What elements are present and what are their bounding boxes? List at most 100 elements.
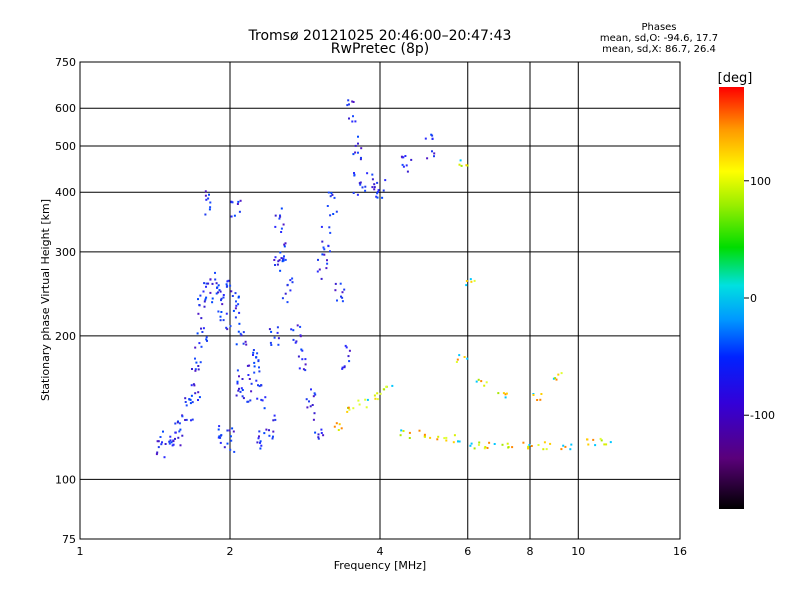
- data-point: [278, 259, 281, 262]
- data-point: [314, 431, 317, 434]
- y-tick-labels: 75 100 200 300 400 500 600 750: [55, 56, 76, 546]
- data-point: [217, 310, 220, 313]
- data-point: [443, 437, 446, 440]
- data-point: [423, 433, 426, 436]
- data-point: [219, 319, 222, 322]
- x-tick-label: 4: [377, 545, 384, 558]
- data-point: [201, 331, 204, 333]
- y-tick-label: 600: [55, 102, 76, 115]
- data-point: [426, 157, 429, 160]
- data-point: [209, 206, 212, 209]
- data-point: [272, 435, 274, 438]
- data-point: [507, 446, 510, 449]
- data-point: [237, 389, 240, 392]
- data-point: [552, 377, 555, 380]
- data-point: [466, 164, 469, 167]
- data-point: [215, 292, 218, 295]
- data-point: [253, 371, 256, 374]
- data-point: [241, 378, 244, 380]
- data-point: [326, 262, 329, 265]
- data-point: [346, 410, 349, 413]
- data-point: [238, 322, 241, 325]
- data-point: [376, 392, 379, 395]
- data-point: [329, 214, 332, 217]
- data-point: [219, 290, 222, 293]
- data-point: [218, 425, 221, 428]
- data-point: [384, 179, 387, 182]
- data-point: [463, 356, 466, 358]
- data-point: [543, 441, 546, 444]
- data-point: [226, 429, 229, 432]
- data-point: [322, 434, 325, 437]
- data-point: [240, 387, 243, 390]
- data-point: [486, 447, 489, 449]
- data-point: [250, 390, 253, 393]
- data-point: [528, 444, 531, 446]
- data-point: [236, 369, 239, 372]
- data-point: [555, 378, 558, 381]
- data-point: [252, 354, 254, 356]
- data-point: [402, 165, 405, 168]
- data-point: [184, 401, 187, 403]
- data-point: [359, 183, 362, 186]
- data-point: [308, 400, 310, 403]
- data-point: [233, 450, 236, 453]
- data-point: [215, 282, 218, 285]
- data-point: [250, 382, 253, 385]
- data-point: [197, 391, 200, 394]
- data-point: [586, 438, 588, 441]
- data-point: [294, 341, 297, 344]
- data-point: [283, 245, 286, 248]
- data-point: [327, 244, 330, 247]
- data-point: [264, 396, 267, 399]
- data-point: [205, 336, 208, 339]
- data-point: [493, 443, 496, 445]
- data-point: [218, 435, 221, 438]
- data-point: [209, 278, 212, 281]
- phase-stats-box: Phases mean, sd,O: -94.6, 17.7 mean, sd,…: [595, 22, 723, 55]
- data-point: [356, 193, 359, 196]
- data-point: [351, 100, 354, 103]
- data-point: [162, 430, 164, 433]
- data-point: [232, 309, 235, 312]
- data-point: [207, 282, 210, 285]
- data-point: [190, 384, 193, 387]
- data-point: [225, 312, 228, 315]
- data-point: [470, 442, 473, 445]
- data-point: [241, 395, 244, 398]
- data-point: [317, 436, 320, 439]
- data-point: [199, 361, 202, 364]
- y-tick-label: 75: [62, 533, 76, 546]
- data-point: [184, 419, 187, 421]
- data-point: [364, 185, 367, 188]
- data-point: [276, 263, 279, 266]
- data-point: [242, 397, 245, 400]
- data-point: [477, 443, 480, 446]
- data-point: [230, 439, 233, 442]
- data-point: [234, 316, 237, 319]
- y-axis-label: Stationary phase Virtual Height [km]: [39, 199, 52, 401]
- data-point: [229, 284, 232, 287]
- data-point: [193, 384, 196, 387]
- data-point: [504, 396, 507, 399]
- data-point: [255, 379, 258, 382]
- data-point: [299, 325, 302, 328]
- data-point: [277, 343, 280, 346]
- data-point: [233, 214, 236, 217]
- data-point: [329, 250, 331, 253]
- data-point: [219, 315, 222, 318]
- data-point: [280, 231, 283, 233]
- data-point: [325, 267, 328, 270]
- data-point: [181, 415, 184, 418]
- data-point: [321, 253, 324, 256]
- x-tick-label: 8: [527, 545, 534, 558]
- data-point: [197, 312, 200, 315]
- data-point: [253, 361, 256, 364]
- data-point: [217, 428, 220, 431]
- data-point: [203, 282, 206, 285]
- data-point: [229, 448, 232, 451]
- data-point: [404, 155, 407, 157]
- data-point: [258, 366, 260, 369]
- data-point: [539, 398, 542, 401]
